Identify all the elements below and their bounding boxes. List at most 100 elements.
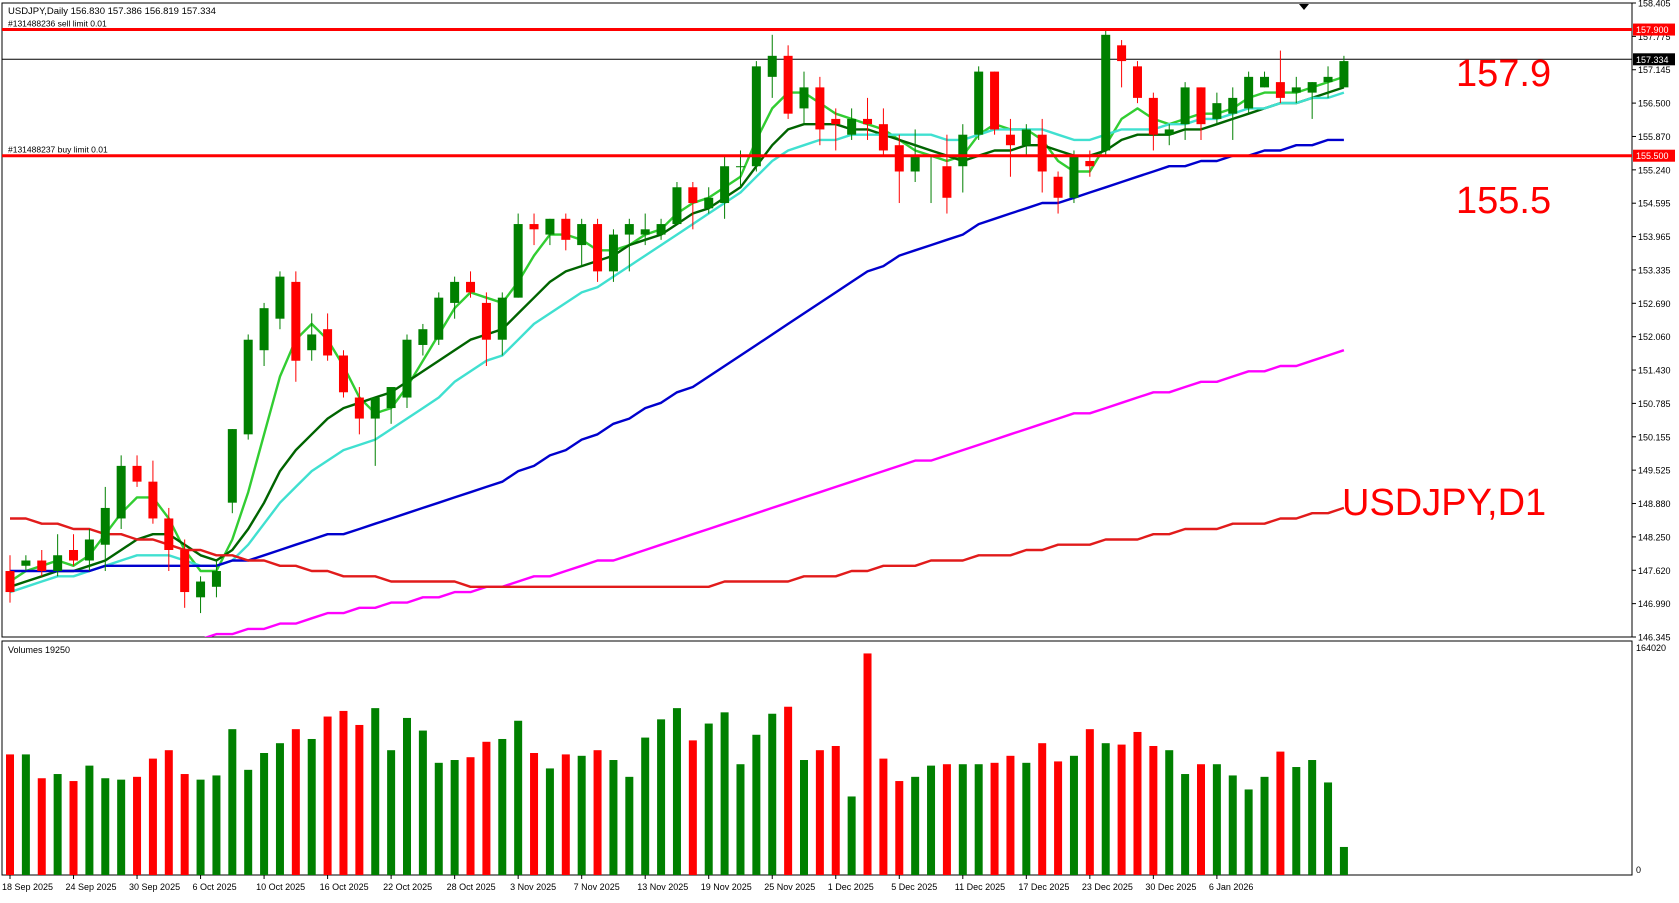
volume-bar (736, 764, 745, 875)
date-tick-label: 6 Oct 2025 (193, 882, 237, 892)
volume-bar (1260, 776, 1269, 875)
volume-bar (355, 724, 364, 875)
candle-body (735, 166, 745, 168)
current-price-tag: 157.334 (1636, 55, 1669, 65)
candle (418, 323, 428, 356)
price-tick-label: 154.595 (1638, 199, 1671, 209)
price-tick-label: 157.775 (1638, 32, 1671, 42)
date-tick-label: 17 Dec 2025 (1018, 882, 1069, 892)
price-tick-label: 152.060 (1638, 332, 1671, 342)
candle (704, 187, 714, 214)
volume-bar (625, 776, 634, 875)
price-tick-label: 150.785 (1638, 399, 1671, 409)
candle-body (720, 166, 730, 204)
candle (497, 292, 507, 356)
price-tick-label: 153.965 (1638, 232, 1671, 242)
candle-body (1291, 87, 1301, 93)
volume-bar (482, 741, 491, 875)
candle (608, 229, 618, 282)
candle-body (69, 549, 79, 561)
candle (767, 34, 777, 98)
date-tick-label: 5 Dec 2025 (891, 882, 937, 892)
candle (942, 134, 952, 214)
candle-body (593, 224, 603, 272)
candle (1101, 29, 1111, 156)
volume-bar (6, 754, 14, 875)
candle (1148, 92, 1158, 151)
price-tick-label: 151.430 (1638, 366, 1671, 376)
candle (545, 218, 555, 246)
date-tick-label: 1 Dec 2025 (828, 882, 874, 892)
candle-body (529, 224, 539, 230)
candle-body (640, 229, 650, 235)
volume-bar (323, 716, 332, 875)
candle-body (434, 297, 444, 340)
volume-bar (260, 753, 269, 875)
volume-bar (1228, 775, 1237, 875)
candle-body (577, 224, 587, 246)
candle-body (1053, 176, 1063, 198)
candle (990, 71, 1000, 135)
candle-body (53, 555, 63, 572)
candle-body (767, 55, 777, 77)
candle-body (910, 155, 920, 172)
volume-bar (1165, 750, 1174, 875)
volume-bar (720, 712, 729, 875)
candle-body (815, 87, 825, 130)
candle (513, 213, 523, 298)
volume-bar (1181, 774, 1190, 875)
volume-bar (418, 730, 427, 875)
price-tick-label: 148.250 (1638, 532, 1671, 542)
volume-bar (863, 653, 872, 875)
volume-bar (180, 774, 189, 875)
volume-bar (387, 750, 396, 875)
volume-bar (609, 760, 618, 875)
candle (100, 486, 110, 572)
volume-bar (1292, 767, 1301, 875)
candle-body (672, 187, 682, 225)
candle-body (338, 355, 348, 393)
upper-level-annotation: 157.9 (1456, 53, 1551, 95)
candle (370, 397, 380, 466)
candle-body (196, 581, 206, 598)
volume-bar (275, 743, 284, 875)
volume-bar (291, 729, 300, 875)
candle (1053, 171, 1063, 214)
candle (243, 334, 253, 440)
candle-body (259, 308, 269, 351)
candle (69, 534, 79, 566)
date-tick-label: 30 Sep 2025 (129, 882, 180, 892)
sell-limit-price-tag: 157.900 (1636, 25, 1669, 35)
volume-bar (974, 764, 983, 875)
price-axis: 158.405 157.775 157.145 156.500 155.870 155.2… (1632, 0, 1675, 643)
candle-body (561, 218, 571, 240)
sell-limit-price-tag-box (1633, 23, 1675, 36)
volume-bar (577, 755, 586, 875)
candle (593, 218, 603, 282)
volume-bar (927, 765, 936, 875)
candle-body (227, 429, 237, 503)
candle (196, 576, 206, 614)
candle (481, 292, 491, 366)
candle-body (323, 329, 333, 356)
candle-body (1069, 155, 1079, 198)
price-tick-label: 157.145 (1638, 65, 1671, 75)
volume-bar (164, 750, 173, 875)
candle-body (450, 281, 460, 303)
date-tick-label: 10 Oct 2025 (256, 882, 305, 892)
candle-body (974, 71, 984, 135)
candle (434, 292, 444, 345)
triangle-down-icon[interactable] (1299, 4, 1309, 10)
volume-bar (704, 723, 713, 875)
candle (323, 313, 333, 361)
candle (688, 182, 698, 230)
volume-bar (1149, 745, 1158, 875)
date-tick-label: 22 Oct 2025 (383, 882, 432, 892)
candle (338, 350, 348, 398)
candle-body (1117, 45, 1127, 62)
candle-body (894, 145, 904, 172)
candle-body (513, 224, 523, 298)
candle (624, 218, 634, 272)
candle-body (942, 166, 952, 198)
